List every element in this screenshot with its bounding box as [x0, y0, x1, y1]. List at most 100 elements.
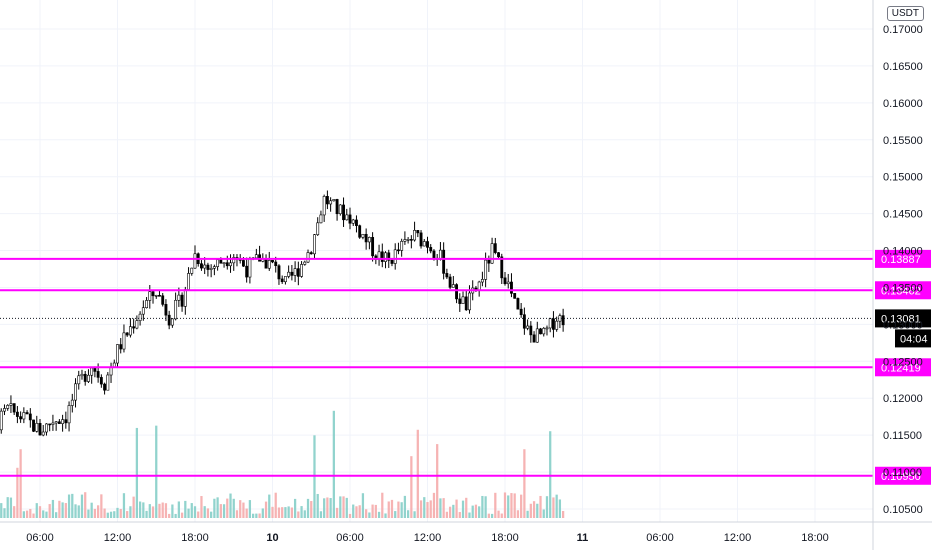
candle-body: [303, 261, 307, 265]
volume-bar: [400, 502, 403, 518]
candle-body: [232, 257, 236, 264]
candle-body: [190, 267, 194, 274]
volume-bar: [219, 504, 222, 518]
candle-body: [487, 259, 491, 264]
candle-body: [174, 299, 178, 320]
candle-body: [212, 266, 216, 269]
candle-body: [158, 295, 161, 297]
volume-bar: [16, 467, 19, 518]
candle-body: [9, 403, 13, 406]
time-tick-label: 18:00: [491, 532, 519, 544]
volume-bar: [96, 505, 100, 518]
volume-bar: [497, 510, 500, 518]
price-tick-label: 0.15500: [883, 135, 923, 147]
volume-bar: [168, 513, 171, 518]
volume-bar: [64, 503, 67, 518]
time-tick-label: 18:00: [801, 532, 829, 544]
volume-bar: [558, 499, 562, 518]
candle-body: [325, 196, 329, 205]
volume-bar: [413, 511, 416, 518]
volume-bar: [455, 499, 458, 518]
candle-body: [432, 250, 436, 259]
volume-bar: [316, 493, 319, 518]
volume-bar: [474, 504, 478, 518]
volume-bar: [297, 511, 300, 518]
candle-body: [510, 281, 513, 294]
volume-bar: [187, 508, 190, 518]
volume-bar: [35, 503, 38, 518]
candle-body: [264, 258, 268, 269]
candle-body: [70, 399, 74, 406]
candle-body: [506, 281, 510, 285]
volume-bar: [445, 511, 449, 518]
volume-bar: [277, 507, 281, 518]
candle-body: [380, 251, 384, 262]
candle-body: [25, 412, 29, 415]
volume-bar: [290, 507, 294, 518]
volume-bar: [458, 512, 461, 518]
candle-body: [187, 273, 190, 290]
candle-body: [513, 293, 517, 299]
volume-bar: [342, 496, 345, 518]
candle-body: [51, 422, 55, 425]
candle-body: [177, 294, 181, 301]
candle-body: [448, 276, 452, 288]
candle-body: [225, 262, 229, 267]
volume-bar: [323, 498, 326, 518]
candle-body: [500, 256, 504, 279]
volume-bar: [116, 507, 119, 518]
candle-body: [67, 405, 71, 424]
volume-bar: [500, 513, 503, 518]
candle-body: [6, 405, 10, 409]
candle-body: [32, 419, 35, 432]
volume-bar: [255, 513, 258, 518]
candle-body: [128, 326, 132, 336]
volume-bar: [80, 494, 84, 518]
candle-body: [19, 416, 23, 420]
volume-bar: [471, 505, 474, 518]
volume-bar: [184, 500, 187, 518]
volume-bar: [210, 511, 213, 518]
volume-bar: [319, 511, 323, 518]
candle-body: [345, 214, 349, 221]
volume-bar: [274, 492, 277, 518]
volume-bar: [352, 504, 355, 518]
volume-bar: [552, 497, 555, 518]
volume-bar: [355, 506, 358, 518]
level-value: 0.10950: [881, 471, 921, 483]
candle-body: [367, 237, 371, 243]
candle-body: [561, 315, 565, 326]
volume-bar: [555, 494, 558, 518]
candle-body: [22, 412, 26, 420]
candle-body: [145, 300, 148, 309]
volume-bar: [164, 503, 168, 518]
volume-bar: [510, 493, 513, 518]
level-value: 0.13462: [881, 285, 921, 297]
volume-bar: [226, 498, 229, 518]
volume-bar: [22, 511, 25, 518]
candle-body: [151, 291, 155, 297]
candle-body: [183, 289, 187, 307]
level-value: 0.12419: [881, 362, 921, 374]
volume-bar: [264, 501, 268, 518]
volume-bar: [436, 444, 439, 518]
candle-body: [109, 367, 113, 376]
candle-body: [493, 243, 497, 253]
candle-body: [148, 291, 152, 301]
volume-bar: [119, 508, 122, 518]
volume-bar: [174, 513, 177, 518]
countdown-tag: [895, 329, 931, 348]
volume-bar: [478, 506, 481, 518]
volume-bar: [67, 494, 71, 518]
time-tick-label: 12:00: [104, 532, 132, 544]
volume-bar: [216, 497, 219, 518]
candle-body: [138, 313, 142, 321]
last-price-tag: [875, 309, 931, 328]
volume-bar: [155, 425, 158, 518]
candle-body: [519, 308, 523, 316]
price-tick-label: 0.12500: [883, 356, 923, 368]
candle-body: [274, 261, 278, 267]
volume-bar: [429, 500, 432, 518]
candle-body: [99, 377, 103, 385]
